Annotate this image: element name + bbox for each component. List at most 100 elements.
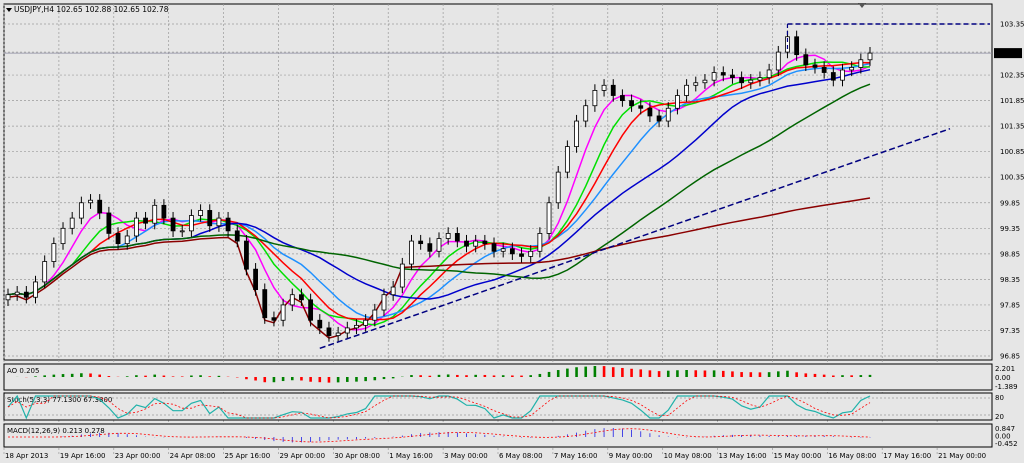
candle-body — [537, 233, 543, 252]
candle-body — [409, 240, 414, 265]
candle-body — [198, 210, 203, 216]
candle-body — [51, 243, 57, 262]
candle-body — [78, 202, 84, 219]
candle-body — [23, 291, 29, 298]
candle-body — [803, 54, 809, 66]
candle-body — [775, 51, 781, 71]
trend-line — [319, 127, 951, 350]
candle-body — [88, 199, 93, 204]
x-tick-label: 6 May 08:00 — [499, 452, 543, 460]
candle-body — [867, 52, 873, 61]
candle-body — [308, 299, 314, 321]
macd-tick-label: -0.452 — [995, 440, 1018, 448]
x-tick-label: 15 May 00:00 — [773, 452, 821, 460]
candle-body — [620, 95, 625, 102]
candle-body — [592, 90, 598, 107]
grid — [3, 4, 992, 455]
candle-body — [675, 95, 680, 109]
candle-body — [326, 327, 332, 336]
candle-body — [372, 309, 378, 321]
stoch-tick-label: 80 — [995, 394, 1004, 402]
candle-body — [189, 215, 194, 232]
stoch-main-line — [7, 394, 871, 420]
moving-average-line — [7, 61, 871, 321]
ao-panel — [3, 363, 993, 391]
candle-body — [509, 248, 515, 255]
macd-label: MACD(12,26,9) 0.213 0.278 — [7, 427, 105, 435]
x-tick-label: 7 May 16:00 — [554, 452, 598, 460]
candle-body — [702, 79, 708, 84]
candle-body — [766, 69, 772, 79]
stoch-tick-label: 20 — [995, 413, 1004, 421]
y-tick-label: 100.35 — [1000, 174, 1024, 182]
candle-body — [271, 317, 277, 321]
candles — [5, 30, 873, 342]
stoch-signal-line — [7, 395, 871, 419]
y-tick-label: 100.85 — [1000, 148, 1024, 156]
ao-tick-label: 2.201 — [995, 365, 1015, 373]
candle-body — [739, 77, 745, 84]
candle-body — [693, 82, 699, 86]
symbol-menu-icon — [6, 8, 12, 12]
candle-body — [720, 72, 726, 76]
candle-body — [858, 59, 864, 68]
moving-average-line — [7, 83, 871, 296]
candle-body — [143, 217, 148, 224]
x-tick-label: 21 May 00:00 — [938, 452, 986, 460]
stoch-label: Stoch(5,3,3) 77.1300 67.3800 — [7, 396, 112, 404]
candle-body — [344, 327, 350, 334]
candle-body — [225, 217, 231, 232]
candle-body — [564, 146, 570, 173]
candle-body — [124, 235, 130, 245]
candle-body — [491, 243, 497, 252]
candle-body — [97, 199, 103, 214]
x-tick-label: 30 Apr 08:00 — [334, 452, 380, 460]
x-tick-label: 1 May 16:00 — [389, 452, 433, 460]
candle-body — [500, 248, 506, 252]
y-tick-label: 98.85 — [1000, 250, 1020, 258]
candle-body — [445, 233, 451, 239]
candle-body — [794, 36, 800, 56]
candle-body — [60, 227, 66, 245]
stoch-panel — [3, 392, 993, 421]
candle-body — [730, 74, 735, 79]
candle-body — [748, 79, 754, 84]
candle-body — [574, 120, 579, 147]
macd-tick-label: 0.00 — [995, 433, 1011, 441]
candle-body — [583, 105, 589, 122]
x-tick-label: 3 May 00:00 — [444, 452, 488, 460]
last-price-box — [994, 48, 1022, 59]
moving-average-line — [7, 197, 871, 339]
candle-body — [289, 294, 295, 306]
x-tick-label: 10 May 08:00 — [664, 452, 712, 460]
candle-body — [785, 36, 790, 53]
ao-tick-label: 0.00 — [995, 374, 1011, 382]
candle-body — [757, 77, 763, 81]
macd-signal-line — [8, 428, 871, 443]
candle-body — [528, 250, 534, 257]
macd-tick-label: 0.847 — [995, 425, 1015, 433]
ao-label: AO 0.205 — [7, 367, 39, 375]
x-tick-label: 16 May 08:00 — [828, 452, 876, 460]
candle-body — [473, 240, 479, 247]
candle-body — [610, 84, 616, 96]
x-tick-label: 19 Apr 16:00 — [60, 452, 106, 460]
candle-body — [684, 84, 689, 96]
candle-body — [106, 212, 112, 234]
candle-body — [152, 204, 158, 224]
candle-body — [299, 294, 304, 301]
candle-body — [170, 217, 176, 232]
chart-title: USDJPY,H4 102.65 102.88 102.65 102.78 — [14, 5, 169, 14]
candle-body — [133, 217, 139, 237]
moving-average-line — [7, 62, 871, 320]
x-tick-label: 25 Apr 16:00 — [225, 452, 271, 460]
candle-body — [69, 217, 75, 229]
candle-body — [629, 100, 634, 107]
candle-body — [418, 240, 424, 245]
candle-body — [665, 107, 671, 122]
moving-averages — [7, 54, 871, 339]
y-tick-label: 97.85 — [1000, 301, 1020, 309]
candle-body — [711, 72, 717, 81]
